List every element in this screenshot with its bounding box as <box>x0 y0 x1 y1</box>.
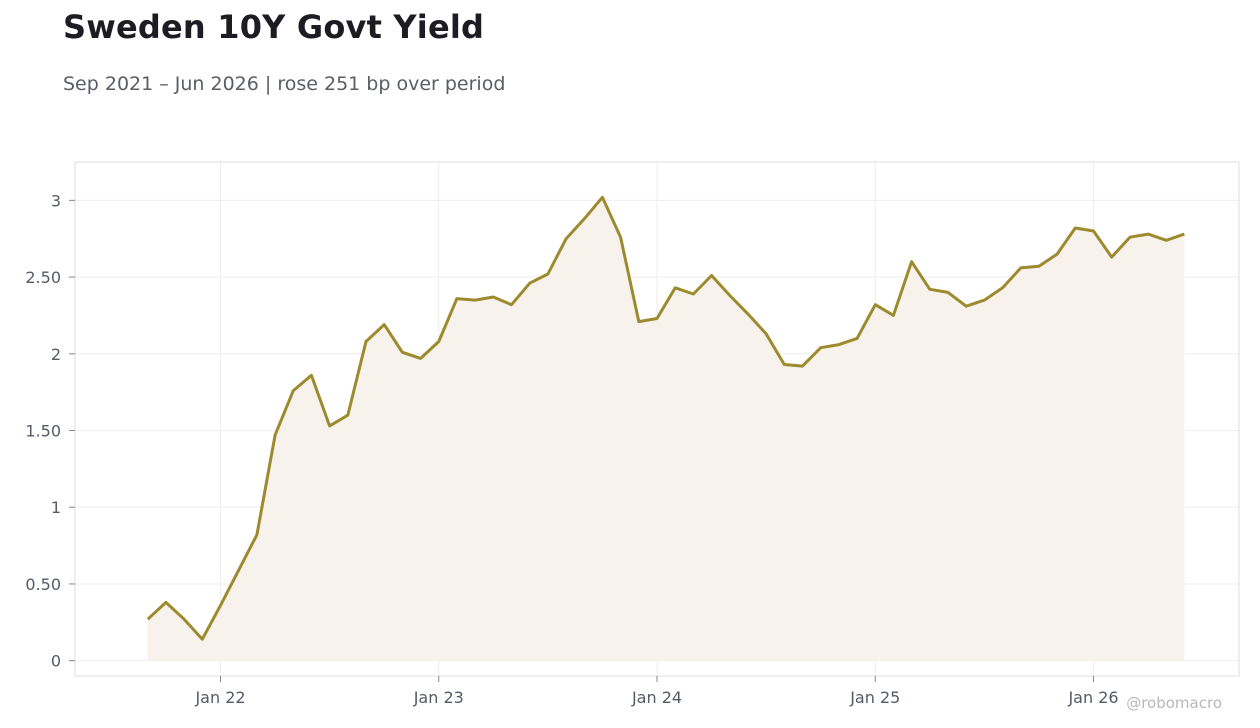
y-tick-label: 0.50 <box>25 575 61 594</box>
data-point <box>783 363 786 366</box>
data-point <box>928 288 931 291</box>
data-point <box>346 414 349 417</box>
data-point <box>910 260 913 263</box>
data-point <box>1165 239 1168 242</box>
data-point <box>274 434 277 437</box>
data-point <box>401 351 404 354</box>
data-point <box>255 533 258 536</box>
data-point <box>619 236 622 239</box>
watermark: @robomacro <box>1126 694 1222 712</box>
y-axis: 0 0.50 1 1.50 2 2.50 3 <box>25 191 75 671</box>
y-tick-label: 3 <box>51 191 61 210</box>
data-point <box>328 424 331 427</box>
data-point <box>419 357 422 360</box>
data-point <box>219 604 222 607</box>
data-point <box>365 340 368 343</box>
series-line <box>146 195 1185 641</box>
data-point <box>510 303 513 306</box>
x-tick-label: Jan 25 <box>849 688 900 707</box>
data-point <box>1001 286 1004 289</box>
data-point <box>383 323 386 326</box>
data-point <box>310 374 313 377</box>
data-point <box>1110 256 1113 259</box>
data-point <box>201 638 204 641</box>
data-point <box>1037 265 1040 268</box>
data-point <box>1147 233 1150 236</box>
y-tick-label: 2.50 <box>25 268 61 287</box>
data-point <box>746 312 749 315</box>
data-point <box>965 305 968 308</box>
data-point <box>1183 233 1186 236</box>
data-point <box>1056 253 1059 256</box>
data-point <box>583 217 586 220</box>
data-point <box>837 343 840 346</box>
x-tick-label: Jan 22 <box>194 688 245 707</box>
data-point <box>692 293 695 296</box>
data-point <box>801 365 804 368</box>
data-point <box>710 274 713 277</box>
data-point <box>565 237 568 240</box>
data-point <box>546 273 549 276</box>
data-point <box>492 296 495 299</box>
data-point <box>528 282 531 285</box>
x-tick-label: Jan 26 <box>1067 688 1118 707</box>
data-point <box>874 303 877 306</box>
data-point <box>183 618 186 621</box>
series-area <box>147 197 1185 661</box>
data-point <box>656 317 659 320</box>
x-tick-label: Jan 23 <box>413 688 464 707</box>
chart-subtitle: Sep 2021 – Jun 2026 | rose 251 bp over p… <box>63 73 506 95</box>
y-tick-label: 0 <box>51 652 61 671</box>
data-point <box>146 618 149 621</box>
data-point <box>637 320 640 323</box>
data-point <box>856 337 859 340</box>
data-point <box>292 389 295 392</box>
area-layer <box>147 197 1185 661</box>
line-layer <box>146 195 1185 641</box>
data-point <box>437 340 440 343</box>
data-point <box>765 332 768 335</box>
y-tick-label: 1 <box>51 498 61 517</box>
y-tick-label: 2 <box>51 345 61 364</box>
data-point <box>474 299 477 302</box>
data-point <box>601 196 604 199</box>
data-point <box>892 314 895 317</box>
data-point <box>1092 230 1095 233</box>
data-point <box>983 299 986 302</box>
data-point <box>728 294 731 297</box>
x-axis: Jan 22 Jan 23 Jan 24 Jan 25 Jan 26 <box>194 676 1119 707</box>
data-point <box>164 601 167 604</box>
y-tick-label: 1.50 <box>25 422 61 441</box>
data-point <box>674 286 677 289</box>
data-point <box>819 346 822 349</box>
data-point <box>1019 266 1022 269</box>
data-point <box>1128 236 1131 239</box>
data-point <box>455 297 458 300</box>
x-tick-label: Jan 24 <box>631 688 682 707</box>
data-point <box>237 569 240 572</box>
chart-title: Sweden 10Y Govt Yield <box>63 8 485 46</box>
data-point <box>1074 227 1077 230</box>
data-point <box>947 291 950 294</box>
